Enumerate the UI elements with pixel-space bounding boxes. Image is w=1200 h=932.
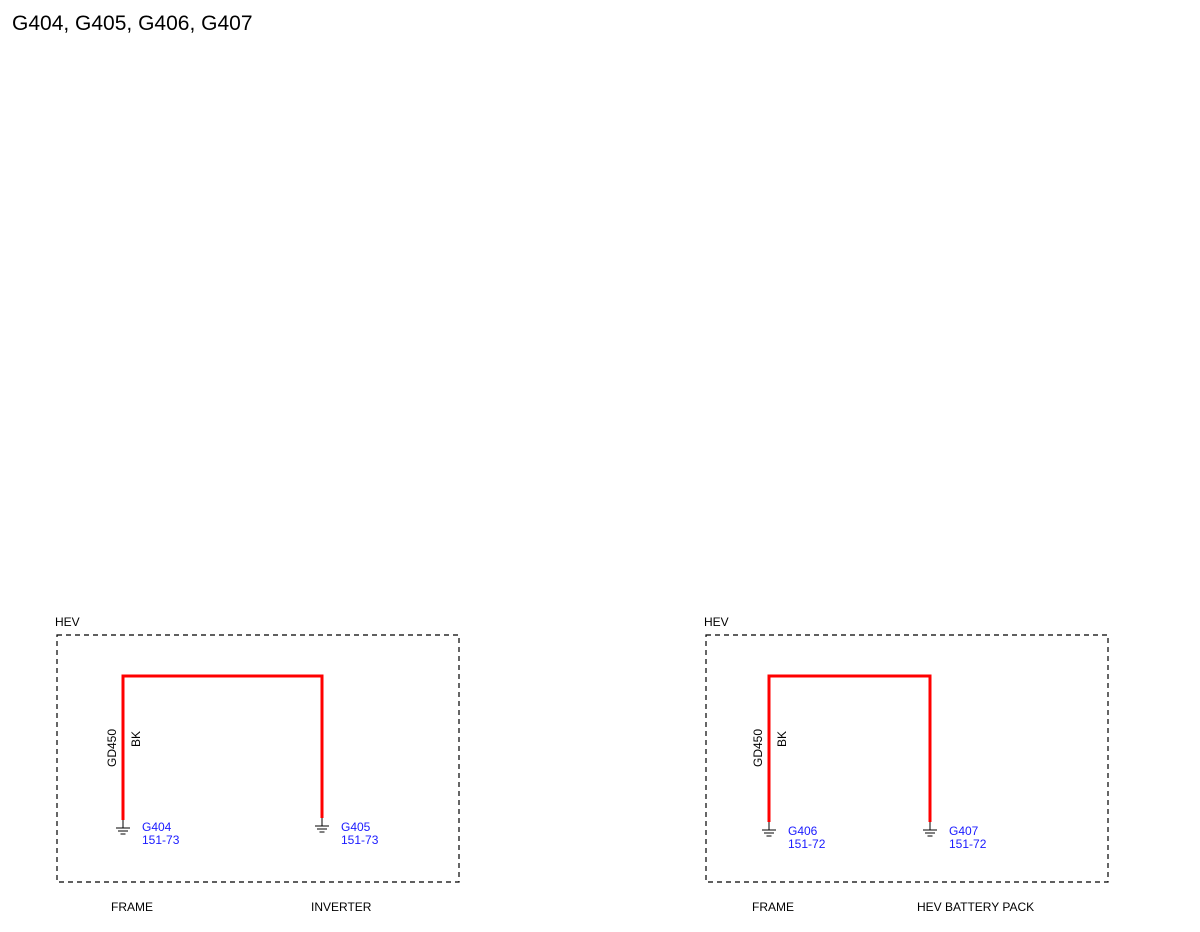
ground-ref: 151-72 [788,837,826,851]
ground-ref: 151-73 [142,833,180,847]
panel-box [705,634,1109,883]
circuit-label: GD450 [105,729,119,767]
ground-id: G407 [949,824,979,838]
panel-box [56,634,460,883]
wire-color-label: BK [129,731,143,747]
ground-ref: 151-73 [341,833,379,847]
circuit-label: GD450 [751,729,765,767]
panel-label: HEV [55,615,80,629]
ground-id: G405 [341,820,371,834]
ground-location: INVERTER [311,900,372,914]
page-title: G404, G405, G406, G407 [12,12,253,35]
wire-color-label: BK [775,731,789,747]
wire [121,674,324,820]
ground-ref: 151-72 [949,837,987,851]
ground-id: G406 [788,824,818,838]
ground-id: G404 [142,820,172,834]
ground-location: FRAME [752,900,794,914]
wire [767,674,932,822]
ground-location: HEV BATTERY PACK [917,900,1034,914]
panel-label: HEV [704,615,729,629]
ground-location: FRAME [111,900,153,914]
